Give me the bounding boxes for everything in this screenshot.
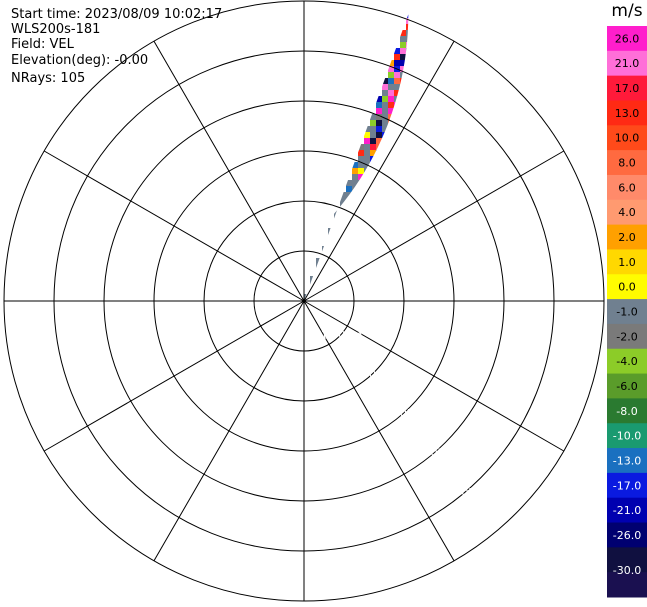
range-label: 1.00km: [321, 328, 363, 341]
azimuth-spoke: [303, 300, 565, 452]
instrument-label: WLS200s-181: [11, 22, 101, 37]
range-labels: 1.00km 2.00km 3.00km 4.00km 5.00km: [321, 328, 486, 499]
azimuth-spoke: [303, 300, 455, 562]
range-label: 2.00km: [352, 368, 394, 381]
azimuth-spoke: [43, 300, 305, 452]
azimuth-spoke: [153, 300, 305, 562]
range-label: 4.00km: [413, 447, 455, 460]
azimuth-spoke: [43, 150, 305, 302]
azimuth-spokes: [4, 1, 604, 601]
start-time-label: Start time: 2023/08/09 10:02:17: [11, 7, 223, 22]
azimuth-spoke: [153, 40, 305, 302]
range-label: 5.00km: [444, 486, 486, 499]
velocity-data-sector: [304, 14, 409, 320]
field-label: Field: VEL: [11, 37, 74, 52]
azimuth-spoke: [303, 40, 455, 302]
azimuth-spoke: [303, 150, 565, 302]
range-label: 3.00km: [382, 407, 424, 420]
elevation-label: Elevation(deg): -0.00: [11, 53, 149, 68]
nrays-label: NRays: 105: [11, 71, 86, 86]
